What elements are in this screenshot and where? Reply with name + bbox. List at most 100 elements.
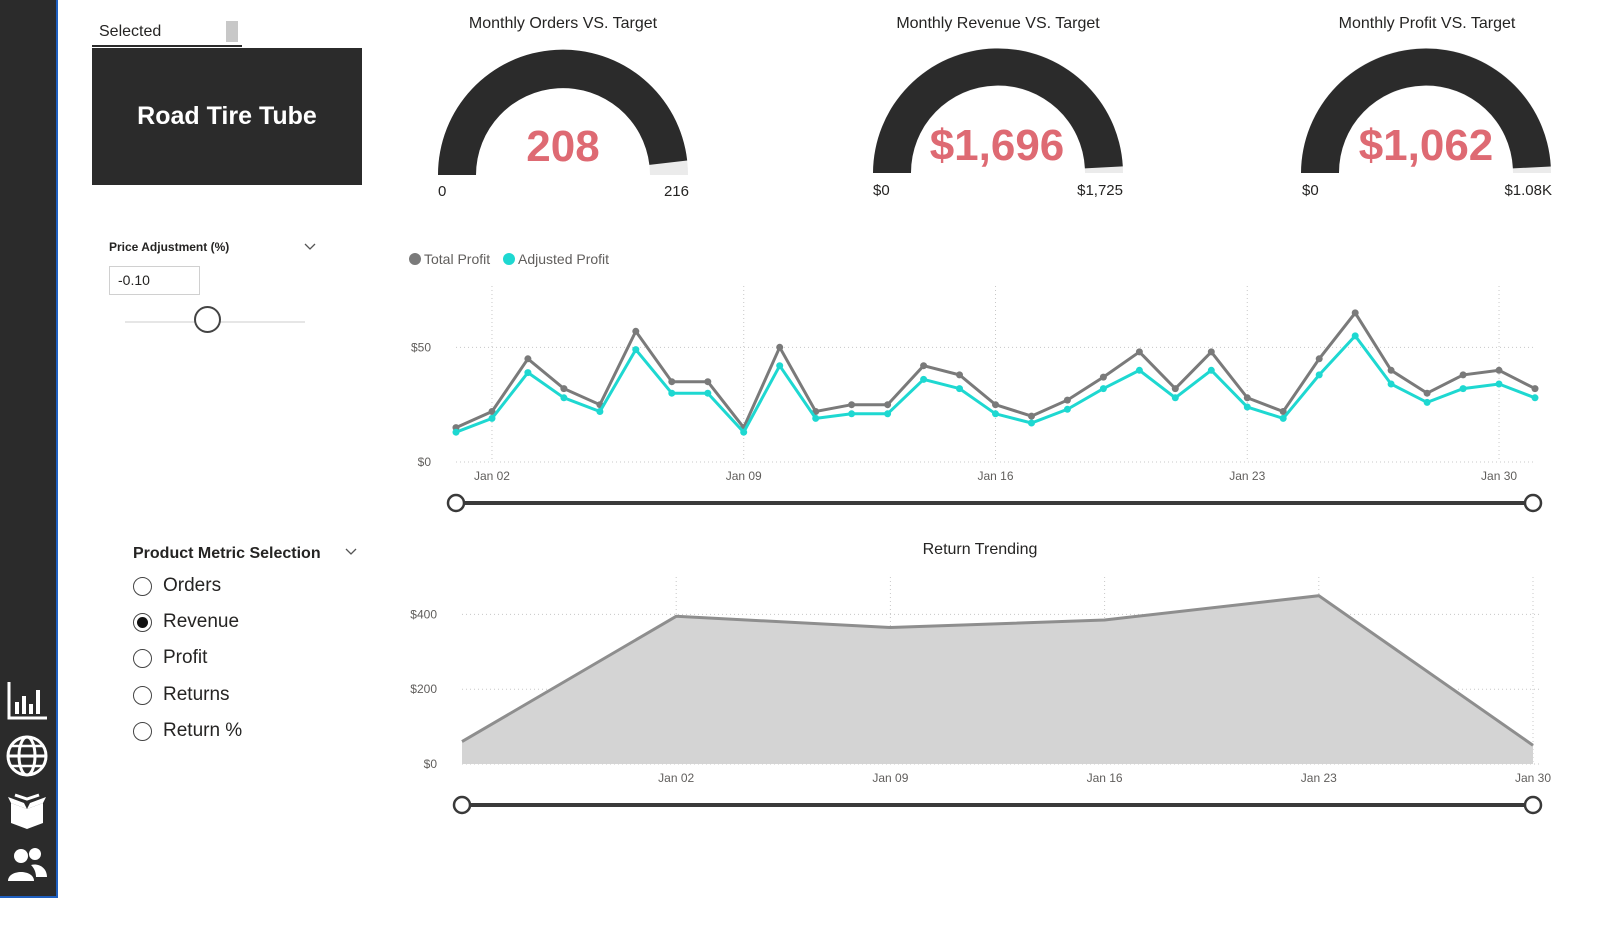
area-chart-y-tick: $0 xyxy=(424,757,438,771)
nav-globe-button[interactable] xyxy=(4,733,50,779)
line-point[interactable] xyxy=(488,408,496,415)
area-chart-x-tick: Jan 23 xyxy=(1301,771,1337,785)
line-point[interactable] xyxy=(1171,385,1179,393)
radio-selected-dot xyxy=(137,616,148,628)
line-point[interactable] xyxy=(1279,408,1287,415)
area-chart-x-tick: Jan 30 xyxy=(1515,771,1551,785)
line-point[interactable] xyxy=(1315,355,1323,363)
line-point[interactable] xyxy=(1063,405,1071,413)
line-point[interactable] xyxy=(1099,385,1107,393)
line-point[interactable] xyxy=(776,343,784,351)
chevron-down-icon xyxy=(304,243,316,250)
line-point[interactable] xyxy=(884,410,892,418)
line-point[interactable] xyxy=(1495,366,1503,374)
line-point[interactable] xyxy=(920,375,928,383)
selected-label: Selected xyxy=(99,23,162,40)
line-point[interactable] xyxy=(632,346,640,354)
radio-label: Returns xyxy=(163,684,230,705)
line-point[interactable] xyxy=(560,394,568,402)
line-point[interactable] xyxy=(1495,380,1503,388)
line-point[interactable] xyxy=(848,401,856,409)
line-point[interactable] xyxy=(704,378,712,386)
line-point[interactable] xyxy=(1243,394,1251,402)
radio-profit[interactable]: Profit xyxy=(133,645,207,671)
gauge-revenue-fill xyxy=(873,48,1123,174)
line-point[interactable] xyxy=(488,414,496,422)
line-point[interactable] xyxy=(848,410,856,418)
product-card[interactable]: Road Tire Tube xyxy=(92,48,362,185)
line-point[interactable] xyxy=(1135,366,1143,374)
gauge-profit-value: $1,062 xyxy=(1358,121,1494,170)
area-chart-y-tick: $200 xyxy=(410,682,437,696)
gauge-revenue-max: $1,725 xyxy=(1077,182,1123,199)
radio-return-pct[interactable]: Return % xyxy=(133,718,242,744)
line-point[interactable] xyxy=(1531,394,1539,402)
line-point[interactable] xyxy=(1387,366,1395,374)
line-point[interactable] xyxy=(1351,332,1359,340)
line-point[interactable] xyxy=(1207,366,1215,374)
slicer-scroll-handle[interactable] xyxy=(226,21,238,42)
line-point[interactable] xyxy=(1351,309,1359,317)
line-point[interactable] xyxy=(920,362,928,370)
return-area-fill[interactable] xyxy=(462,595,1533,764)
price-adjustment-input[interactable]: -0.10 xyxy=(109,266,200,295)
line-point[interactable] xyxy=(668,378,676,386)
line-point[interactable] xyxy=(632,327,640,335)
line-point[interactable] xyxy=(1135,348,1143,356)
area-chart-range-start-handle[interactable] xyxy=(452,795,472,815)
radio-label: Orders xyxy=(163,575,222,596)
line-point[interactable] xyxy=(524,355,532,363)
line-point[interactable] xyxy=(1423,398,1431,406)
line-chart-range-end-handle[interactable] xyxy=(1523,493,1543,513)
return-area-line[interactable] xyxy=(461,594,1534,747)
gauge-revenue-value: $1,696 xyxy=(929,121,1065,170)
line-point[interactable] xyxy=(1243,403,1251,411)
line-point[interactable] xyxy=(1207,348,1215,356)
line-point[interactable] xyxy=(1028,412,1035,420)
price-adjustment-toggle[interactable] xyxy=(302,240,318,258)
radio-circle[interactable] xyxy=(133,721,152,741)
line-point[interactable] xyxy=(884,401,892,409)
nav-bar-chart-button[interactable] xyxy=(4,677,50,723)
line-point[interactable] xyxy=(524,369,532,377)
line-point[interactable] xyxy=(452,428,460,436)
line-point[interactable] xyxy=(1387,380,1395,388)
line-point[interactable] xyxy=(956,371,963,379)
line-point[interactable] xyxy=(1028,419,1035,427)
nav-box-button[interactable] xyxy=(4,786,50,832)
line-point[interactable] xyxy=(1171,394,1179,402)
radio-revenue[interactable]: Revenue xyxy=(133,609,239,635)
radio-returns[interactable]: Returns xyxy=(133,682,230,708)
line-point[interactable] xyxy=(956,385,963,393)
gauge-orders-value: 208 xyxy=(526,122,600,171)
nav-users-button[interactable] xyxy=(4,842,50,888)
line-point[interactable] xyxy=(1459,385,1467,393)
radio-orders[interactable]: Orders xyxy=(133,573,221,599)
price-slider-thumb[interactable] xyxy=(194,306,221,333)
radio-circle[interactable] xyxy=(133,576,152,596)
line-point[interactable] xyxy=(1315,371,1323,379)
line-point[interactable] xyxy=(1459,371,1467,379)
line-point[interactable] xyxy=(1099,373,1107,381)
line-point[interactable] xyxy=(1423,389,1431,397)
legend-adjusted-profit[interactable]: Adjusted Profit xyxy=(518,251,609,267)
line-point[interactable] xyxy=(776,362,784,370)
radio-circle[interactable] xyxy=(133,685,152,705)
radio-circle[interactable] xyxy=(133,612,152,632)
line-point[interactable] xyxy=(704,389,712,397)
line-point[interactable] xyxy=(1279,414,1287,422)
radio-circle[interactable] xyxy=(133,648,152,668)
line-point[interactable] xyxy=(596,408,604,415)
line-point[interactable] xyxy=(992,401,999,409)
line-point[interactable] xyxy=(560,385,568,393)
metric-selection-toggle[interactable] xyxy=(343,545,359,563)
legend-total-profit[interactable]: Total Profit xyxy=(424,251,490,267)
line-point[interactable] xyxy=(812,414,820,422)
area-chart-range-end-handle[interactable] xyxy=(1523,795,1543,815)
line-point[interactable] xyxy=(740,428,748,436)
line-point[interactable] xyxy=(668,389,676,397)
line-point[interactable] xyxy=(992,410,999,418)
line-point[interactable] xyxy=(1063,396,1071,404)
line-point[interactable] xyxy=(1531,385,1539,393)
line-chart-range-start-handle[interactable] xyxy=(446,493,466,513)
